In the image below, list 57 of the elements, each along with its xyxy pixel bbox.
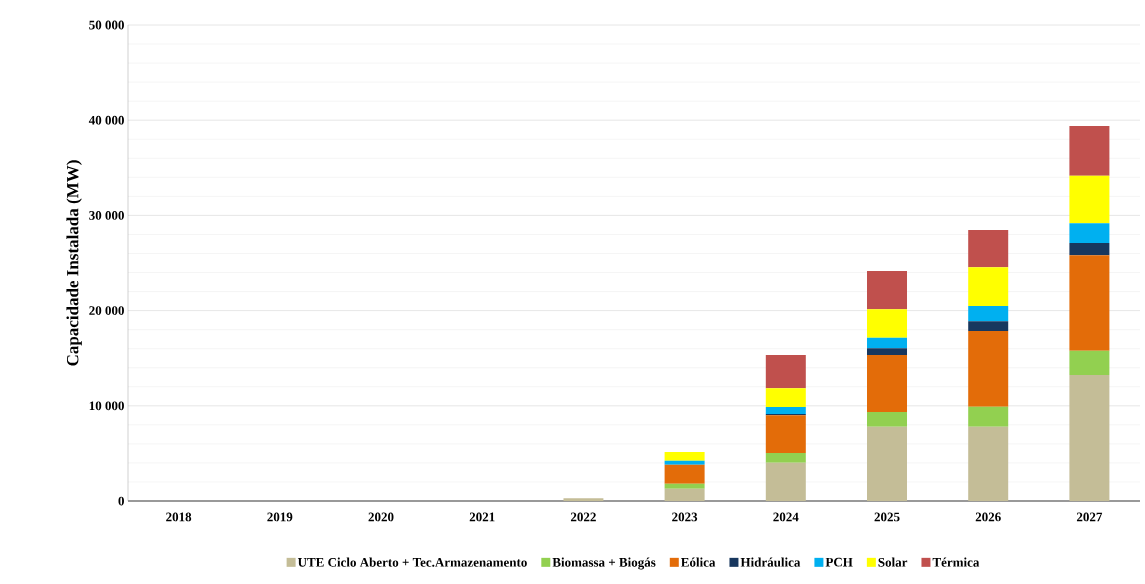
bar: [968, 267, 1009, 307]
bar: [968, 321, 1009, 331]
x-tick-label: 2018: [166, 512, 192, 522]
bar: [968, 406, 1009, 427]
x-tick-label: 2021: [469, 512, 495, 522]
x-tick-label: 2022: [570, 512, 596, 522]
x-tick-label: 2027: [1076, 512, 1103, 522]
bar: [1069, 126, 1110, 176]
legend-label: PCH: [825, 557, 853, 567]
bar: [664, 451, 705, 461]
legend-label: Solar: [878, 557, 908, 567]
bar: [664, 488, 705, 502]
x-tick-label: 2026: [975, 512, 1001, 522]
bar: [867, 309, 908, 338]
x-tick-label: 2020: [368, 512, 394, 522]
y-tick-label: 30 000: [89, 211, 124, 220]
legend-label: Biomassa + Biogás: [552, 557, 656, 570]
legend-label: Hidráulica: [740, 557, 801, 567]
bar: [1069, 175, 1110, 224]
bar: [765, 462, 806, 502]
legend-label: UTE Ciclo Aberto + Tec.Armazenamento: [297, 557, 527, 567]
y-axis-title: Capacidade Instalada (MW): [66, 160, 82, 366]
x-tick-label: 2025: [874, 512, 900, 522]
legend-label: Térmica: [932, 557, 980, 567]
bar: [867, 426, 908, 502]
bar: [1069, 243, 1110, 256]
bar: [765, 453, 806, 463]
bar: [1069, 255, 1110, 351]
bar: [563, 498, 604, 502]
bar: [867, 271, 908, 310]
x-tick-label: 2024: [773, 512, 799, 522]
bar: [1069, 223, 1110, 244]
y-tick-label: 0: [118, 496, 124, 506]
bar: [968, 229, 1009, 268]
y-tick-label: 40 000: [88, 115, 124, 125]
x-tick-label: 2023: [672, 512, 698, 522]
bar: [867, 348, 908, 355]
bar: [968, 306, 1009, 322]
y-tick-label: 50 000: [89, 20, 124, 30]
x-tick-label: 2019: [267, 512, 293, 522]
bar: [765, 388, 806, 408]
bar: [664, 460, 705, 465]
y-tick-label: 10 000: [89, 401, 124, 411]
bar: [664, 483, 705, 489]
bar: [765, 407, 806, 414]
legend-label: Eólica: [681, 557, 716, 567]
bar: [765, 415, 806, 454]
bar: [968, 426, 1009, 502]
bar: [1069, 374, 1110, 502]
bar: [867, 337, 908, 349]
y-tick-label: 20 000: [89, 306, 124, 315]
bar: [765, 354, 806, 389]
bar: [867, 354, 908, 412]
bar: [867, 412, 908, 427]
bar: [664, 464, 705, 484]
bar: [968, 330, 1009, 407]
bar: [1069, 350, 1110, 375]
